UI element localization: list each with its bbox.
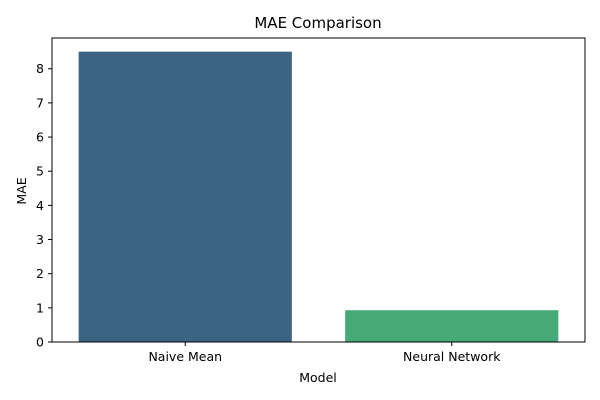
y-tick-label: 6 [36,130,44,145]
chart-title: MAE Comparison [254,14,381,32]
y-tick-label: 1 [36,300,44,315]
bar-naive-mean [78,51,292,342]
y-tick-label: 8 [36,61,44,76]
y-tick-label: 4 [36,198,44,213]
y-tick-label: 3 [36,232,44,247]
y-tick-label: 0 [36,335,44,350]
x-axis-label: Model [299,370,337,385]
y-tick-label: 2 [36,266,44,281]
x-tick-label: Neural Network [403,349,501,364]
y-tick-label: 5 [36,164,44,179]
plot-frame [51,37,586,343]
y-tick-label: 7 [36,95,44,110]
y-axis-ticks: 0 1 2 3 4 5 6 7 8 [36,61,52,350]
bars-group [78,51,559,342]
x-tick-label: Naive Mean [148,349,222,364]
x-axis-ticks: Naive Mean Neural Network [148,342,501,364]
y-axis-label: MAE [14,177,29,204]
bar-neural-network [345,310,559,342]
